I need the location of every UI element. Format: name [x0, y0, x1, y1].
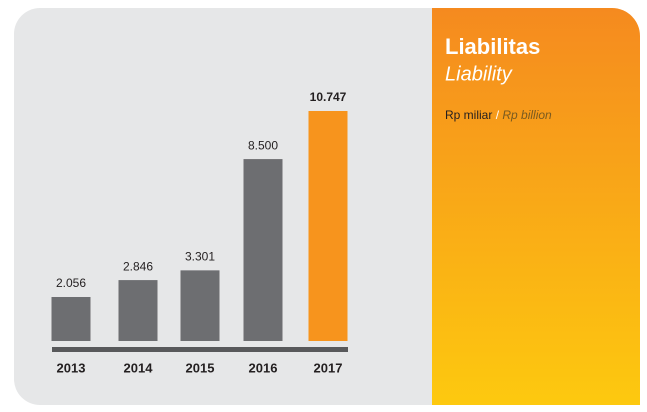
x-tick-label: 2014 — [124, 360, 154, 375]
bar — [243, 159, 283, 341]
x-tick-label: 2015 — [186, 360, 215, 375]
chart-title: Liabilitas — [445, 34, 540, 59]
x-tick-label: 2016 — [249, 360, 278, 375]
bar — [308, 111, 348, 341]
bar — [180, 270, 220, 341]
unit-label: Rp miliar / Rp billion — [445, 108, 552, 122]
bar — [118, 280, 158, 341]
value-label: 8.500 — [248, 138, 278, 152]
chart-subtitle: Liability — [445, 63, 513, 85]
unit-separator: / — [496, 108, 500, 122]
bar — [51, 296, 91, 341]
unit-en: Rp billion — [502, 108, 552, 122]
x-tick-label: 2017 — [314, 360, 343, 375]
x-tick-label: 2013 — [57, 360, 86, 375]
chart-panel — [14, 8, 432, 405]
title-panel — [432, 8, 640, 405]
axis-line — [52, 347, 348, 352]
value-label: 3.301 — [185, 250, 215, 264]
value-label: 10.747 — [310, 90, 347, 104]
unit: Rp miliar — [445, 108, 492, 122]
value-label: 2.056 — [56, 276, 86, 290]
value-label: 2.846 — [123, 259, 153, 273]
